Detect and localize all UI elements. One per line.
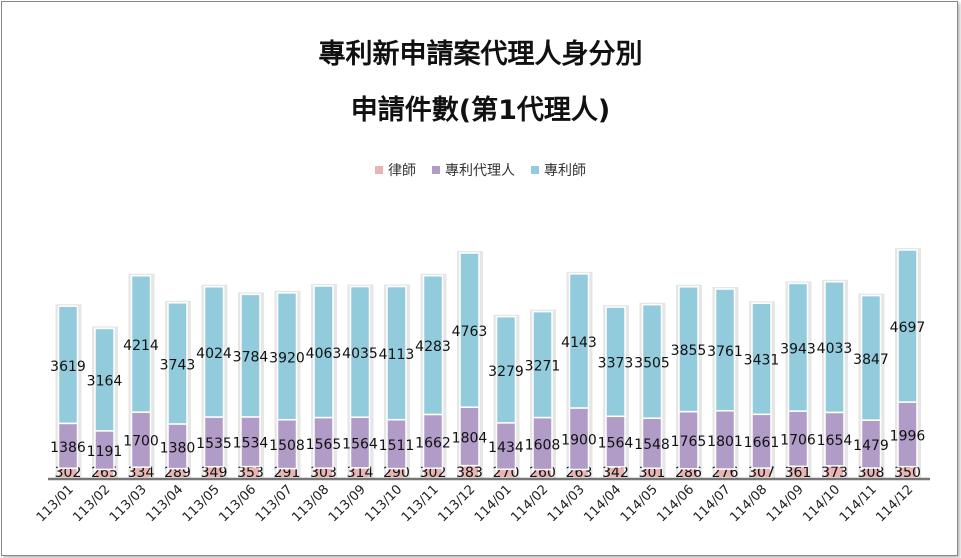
data-label: 3743 bbox=[160, 357, 196, 373]
data-label: 1534 bbox=[233, 436, 269, 452]
data-label: 3920 bbox=[269, 350, 305, 366]
x-tick-label: 114/07 bbox=[691, 482, 734, 525]
data-label: 1511 bbox=[379, 438, 415, 454]
x-tick-label: 114/11 bbox=[837, 482, 880, 525]
data-label: 4697 bbox=[890, 320, 926, 336]
data-label: 4763 bbox=[452, 324, 488, 340]
data-label: 3943 bbox=[780, 341, 816, 357]
x-tick-label: 113/02 bbox=[70, 482, 113, 525]
x-tick-label: 113/01 bbox=[34, 482, 77, 525]
data-label: 1700 bbox=[123, 434, 159, 450]
x-tick-label: 113/03 bbox=[107, 482, 150, 525]
x-tick-label: 114/10 bbox=[800, 482, 843, 525]
data-label: 3279 bbox=[488, 364, 524, 380]
data-label: 3431 bbox=[744, 353, 780, 369]
x-tick-label: 113/10 bbox=[362, 482, 405, 525]
x-tick-label: 113/04 bbox=[143, 482, 186, 525]
data-label: 1706 bbox=[780, 433, 816, 449]
data-label: 3847 bbox=[853, 352, 889, 368]
data-label: 1479 bbox=[853, 438, 889, 454]
data-label: 1804 bbox=[452, 430, 488, 446]
x-tick-label: 114/03 bbox=[545, 482, 588, 525]
x-tick-label: 113/11 bbox=[399, 482, 442, 525]
data-label: 3373 bbox=[598, 356, 634, 372]
x-tick-label: 114/09 bbox=[764, 482, 807, 525]
data-label: 1608 bbox=[525, 438, 561, 454]
data-label: 3164 bbox=[87, 374, 123, 390]
data-label: 1801 bbox=[707, 434, 743, 450]
x-tick-label: 113/06 bbox=[216, 482, 259, 525]
data-label: 1191 bbox=[87, 444, 123, 460]
data-label: 3761 bbox=[707, 344, 743, 360]
data-label: 1535 bbox=[196, 436, 232, 452]
x-tick-label: 113/09 bbox=[326, 482, 369, 525]
data-label: 4033 bbox=[817, 341, 853, 357]
data-label: 1662 bbox=[415, 435, 451, 451]
data-label: 4063 bbox=[306, 346, 342, 362]
data-label: 1508 bbox=[269, 438, 305, 454]
data-label: 4143 bbox=[561, 335, 597, 351]
data-label: 4113 bbox=[379, 347, 415, 363]
data-label: 4283 bbox=[415, 339, 451, 355]
x-tick-label: 114/01 bbox=[472, 482, 515, 525]
data-label: 1565 bbox=[306, 437, 342, 453]
data-label: 4214 bbox=[123, 338, 159, 354]
data-label: 1765 bbox=[671, 434, 707, 450]
x-tick-label: 114/04 bbox=[581, 482, 624, 525]
data-label: 4035 bbox=[342, 346, 378, 362]
data-label: 1654 bbox=[817, 433, 853, 449]
x-tick-label: 114/02 bbox=[508, 482, 551, 525]
data-label: 3619 bbox=[50, 359, 86, 375]
data-label: 1996 bbox=[890, 428, 926, 444]
x-tick-label: 113/07 bbox=[253, 482, 296, 525]
data-label: 1380 bbox=[160, 440, 196, 456]
data-label: 3505 bbox=[634, 355, 670, 371]
x-tick-label: 113/12 bbox=[435, 482, 478, 525]
data-label: 3855 bbox=[671, 343, 707, 359]
data-label: 1434 bbox=[488, 440, 524, 456]
x-tick-label: 113/08 bbox=[289, 482, 332, 525]
data-label: 1564 bbox=[598, 436, 634, 452]
x-tick-label: 114/05 bbox=[618, 482, 661, 525]
data-label: 3784 bbox=[233, 350, 269, 366]
data-label: 1564 bbox=[342, 437, 378, 453]
x-tick-label: 114/08 bbox=[727, 482, 770, 525]
data-label: 3271 bbox=[525, 359, 561, 375]
data-label: 4024 bbox=[196, 346, 232, 362]
x-tick-label: 114/06 bbox=[654, 482, 697, 525]
data-label: 1900 bbox=[561, 433, 597, 449]
data-label: 1661 bbox=[744, 435, 780, 451]
data-label: 1548 bbox=[634, 437, 670, 453]
x-tick-label: 114/12 bbox=[873, 482, 916, 525]
data-label: 1386 bbox=[50, 440, 86, 456]
x-tick-label: 113/05 bbox=[180, 482, 223, 525]
